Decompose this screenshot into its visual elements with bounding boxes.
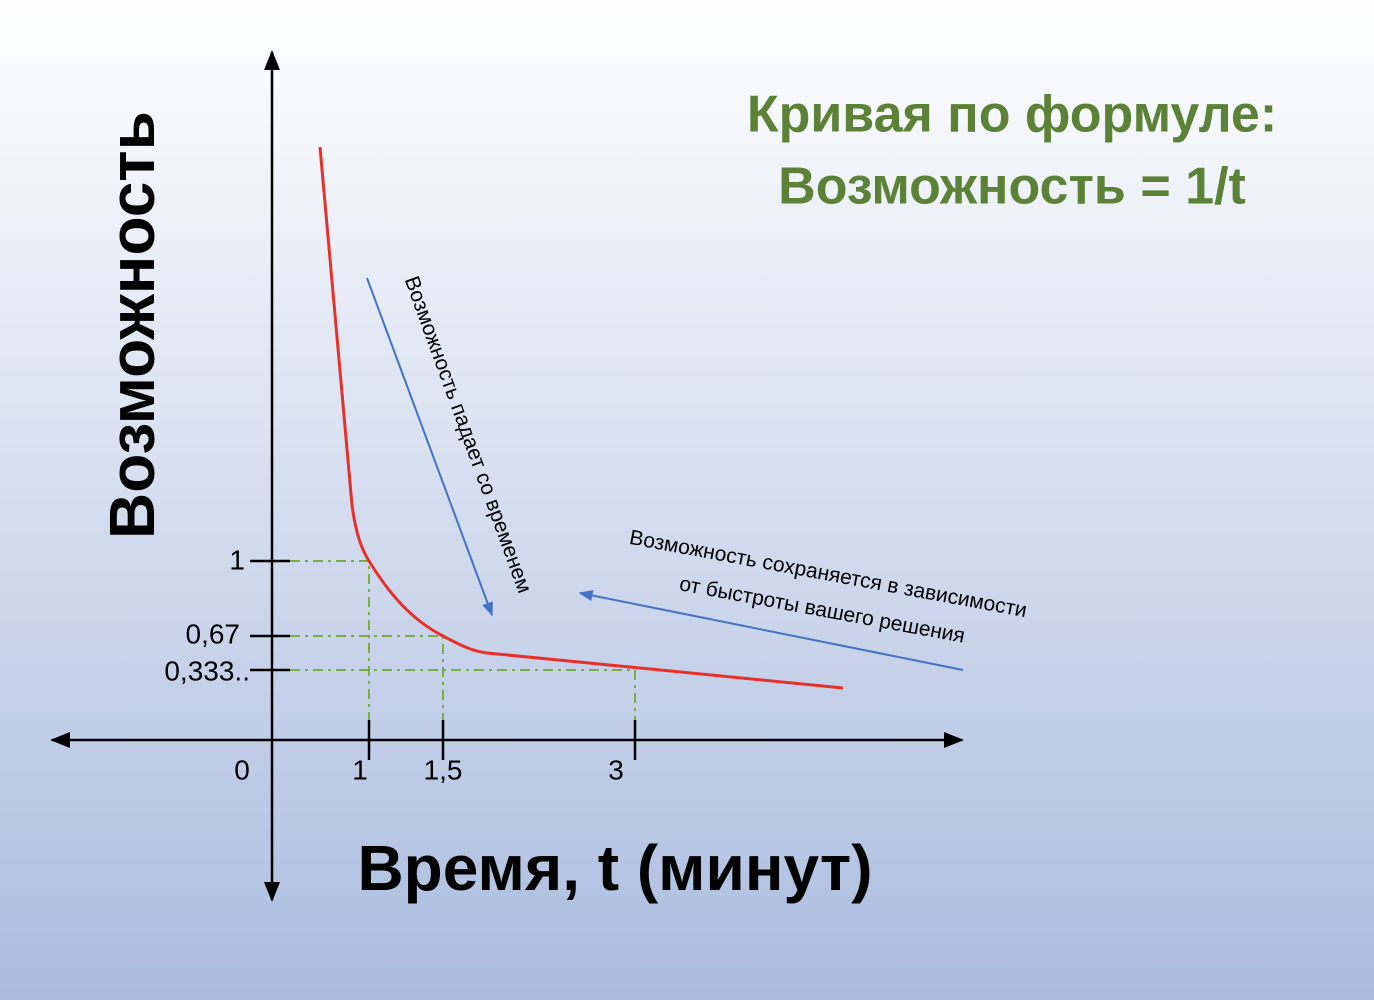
x-tick-label: 0 bbox=[234, 754, 250, 785]
tick-marks bbox=[250, 559, 637, 760]
x-tick-label: 1 bbox=[352, 754, 368, 785]
x-axis-label: Время, t (минут) bbox=[357, 832, 872, 904]
y-tick-label: 1 bbox=[229, 544, 245, 575]
y-tick-label: 0,333.. bbox=[164, 655, 250, 686]
y-axis-label: Возможность bbox=[96, 111, 168, 539]
x-tick-label: 3 bbox=[608, 754, 624, 785]
arrow bbox=[366, 277, 493, 617]
title-line: Возможность = 1/t bbox=[778, 158, 1246, 216]
y-tick-label: 0,67 bbox=[186, 618, 241, 649]
curve bbox=[318, 146, 844, 690]
title-line: Кривая по формуле: bbox=[747, 86, 1277, 144]
x-tick-label: 1,5 bbox=[424, 754, 463, 785]
arrow bbox=[578, 589, 964, 671]
